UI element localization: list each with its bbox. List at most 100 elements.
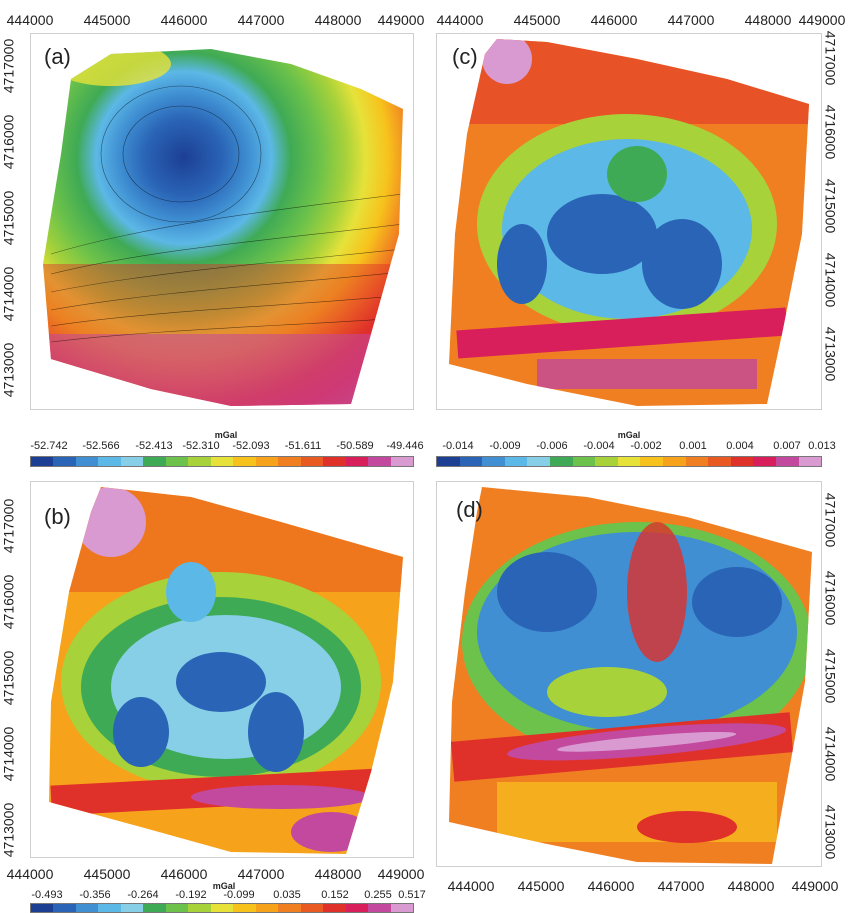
- colorbar-swatch: [75, 904, 99, 912]
- colorbar-swatch: [98, 457, 121, 466]
- x-tick: 449000: [791, 878, 839, 894]
- y-tick: 4714000: [822, 252, 839, 308]
- x-tick: 445000: [83, 866, 131, 882]
- x-tick: 444000: [447, 878, 495, 894]
- colorbar-swatch: [390, 904, 413, 912]
- colorbar-swatch: [255, 904, 279, 912]
- colorbar-swatch: [120, 904, 144, 912]
- colorbar-swatch: [617, 457, 641, 466]
- y-tick: 4717000: [0, 38, 17, 94]
- colorbar-label: -0.009: [489, 440, 521, 452]
- colorbar-swatch: [188, 904, 211, 912]
- colorbar-swatch: [120, 457, 144, 466]
- map-b: [30, 481, 414, 858]
- colorbar-label: -49.446: [386, 440, 424, 452]
- colorbar-swatch: [662, 457, 686, 466]
- colorbar-swatch: [437, 457, 460, 466]
- colorbar-swatch: [527, 457, 550, 466]
- colorbar-swatch: [233, 457, 256, 466]
- colorbar-a-strip: [30, 456, 414, 467]
- y-tick: 4714000: [822, 726, 839, 782]
- colorbar-swatch: [143, 457, 166, 466]
- x-tick: 449000: [377, 866, 425, 882]
- map-d: [436, 481, 822, 867]
- x-tick: 446000: [160, 866, 208, 882]
- colorbar-swatch: [572, 457, 596, 466]
- colorbar-label: -52.742: [30, 440, 68, 452]
- colorbar-swatch: [165, 457, 189, 466]
- x-tick: 446000: [590, 12, 638, 28]
- colorbar-swatch: [775, 457, 799, 466]
- colorbar-swatch: [368, 904, 391, 912]
- colorbar-swatch: [31, 457, 54, 466]
- colorbar-a-unit: mGal: [214, 430, 238, 440]
- colorbar-swatch: [53, 457, 76, 466]
- x-tick: 447000: [237, 866, 285, 882]
- colorbar-c-unit: mGal: [617, 430, 641, 440]
- colorbar-swatch: [165, 904, 189, 912]
- colorbar-label: 0.001: [679, 440, 707, 452]
- colorbar-label: 0.013: [808, 440, 836, 452]
- colorbar-label: -0.002: [630, 440, 662, 452]
- map-c: [436, 33, 822, 410]
- colorbar-swatch: [233, 904, 256, 912]
- x-tick: 447000: [237, 12, 285, 28]
- colorbar-label: -51.611: [284, 440, 322, 452]
- x-tick: 447000: [657, 878, 705, 894]
- colorbar-label: -52.413: [135, 440, 173, 452]
- x-tick: 449000: [798, 12, 846, 28]
- y-tick: 4714000: [0, 266, 17, 322]
- colorbar-swatch: [504, 457, 528, 466]
- y-tick: 4717000: [822, 492, 839, 548]
- colorbar-swatch: [143, 904, 166, 912]
- x-tick: 444000: [436, 12, 484, 28]
- colorbar-swatch: [730, 457, 754, 466]
- colorbar-label: -0.356: [79, 889, 111, 901]
- colorbar-label: -0.493: [31, 889, 63, 901]
- y-tick: 4716000: [822, 570, 839, 626]
- colorbar-swatch: [188, 457, 211, 466]
- y-tick: 4715000: [822, 178, 839, 234]
- y-tick: 4717000: [0, 498, 17, 554]
- y-tick: 4715000: [822, 648, 839, 704]
- colorbar-label: -52.310: [182, 440, 220, 452]
- x-tick: 448000: [744, 12, 792, 28]
- colorbar-swatch: [390, 457, 413, 466]
- colorbar-swatch: [300, 904, 324, 912]
- y-tick: 4716000: [0, 114, 17, 170]
- y-tick: 4715000: [0, 190, 17, 246]
- x-tick: 448000: [314, 12, 362, 28]
- colorbar-label: -50.589: [336, 440, 374, 452]
- x-tick: 446000: [587, 878, 635, 894]
- colorbar-swatch: [368, 457, 391, 466]
- colorbar-label: 0.004: [726, 440, 754, 452]
- colorbar-swatch: [53, 904, 76, 912]
- colorbar-swatch: [210, 457, 234, 466]
- colorbar-swatch: [345, 904, 369, 912]
- y-tick: 4715000: [0, 650, 17, 706]
- colorbar-label: -52.566: [82, 440, 120, 452]
- x-tick: 445000: [83, 12, 131, 28]
- colorbar-swatch: [549, 457, 573, 466]
- colorbar-swatch: [708, 457, 731, 466]
- colorbar-label: -0.014: [442, 440, 474, 452]
- x-tick: 445000: [517, 878, 565, 894]
- colorbar-swatch: [345, 457, 369, 466]
- y-tick: 4713000: [0, 342, 17, 398]
- y-tick: 4716000: [0, 574, 17, 630]
- colorbar-label: 0.255: [364, 889, 392, 901]
- colorbar-swatch: [685, 457, 709, 466]
- panel-d-label: (d): [456, 497, 483, 522]
- colorbar-swatch: [98, 904, 121, 912]
- colorbar-swatch: [31, 904, 54, 912]
- colorbar-label: 0.517: [398, 889, 426, 901]
- y-tick: 4714000: [0, 726, 17, 782]
- y-tick: 4713000: [822, 326, 839, 382]
- map-a: [30, 33, 414, 410]
- colorbar-swatch: [482, 457, 505, 466]
- x-tick: 445000: [513, 12, 561, 28]
- colorbar-label: -0.006: [536, 440, 568, 452]
- x-tick: 444000: [6, 12, 54, 28]
- y-tick: 4716000: [822, 104, 839, 160]
- colorbar-swatch: [75, 457, 99, 466]
